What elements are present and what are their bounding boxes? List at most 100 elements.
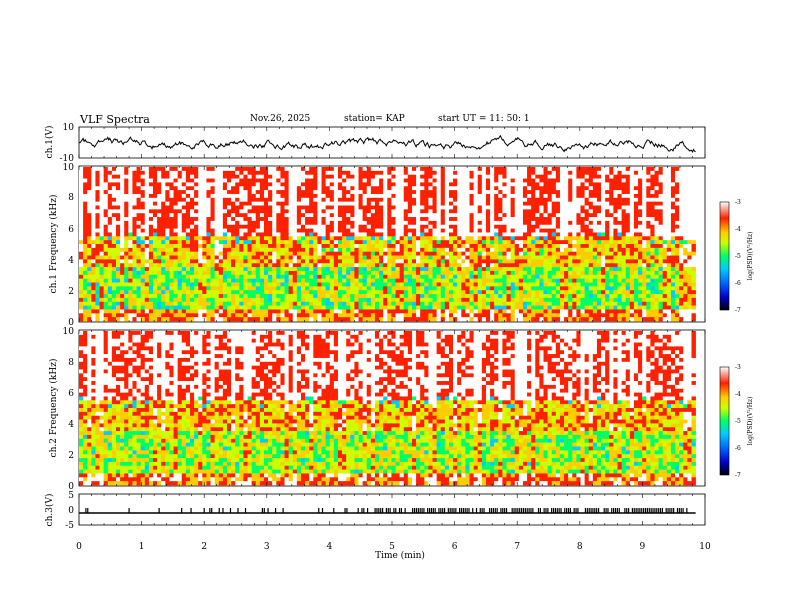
spectrogram-cell [218, 182, 224, 187]
spectrogram-cell [305, 263, 310, 268]
spectrogram-cell [309, 217, 314, 222]
spectrogram-cell [506, 209, 511, 214]
spectrogram-cell [391, 232, 396, 237]
spectrogram-cell [333, 232, 339, 237]
spectrogram-cell [568, 294, 573, 299]
spectrogram-cell [296, 205, 302, 210]
spectrogram-cell [132, 240, 137, 245]
spectrogram-cell [498, 240, 503, 245]
spectrogram-cell [136, 313, 141, 318]
spectrogram-cell [370, 278, 376, 283]
spectrogram-cell [83, 236, 88, 241]
spectrogram-cell [453, 270, 458, 276]
spectrogram-cell [506, 251, 511, 256]
spectrogram-cell [502, 205, 507, 210]
spectrogram-cell [420, 170, 425, 175]
spectrogram-cell [379, 278, 384, 283]
spectrogram-cell [313, 297, 318, 303]
spectrogram-cell [374, 224, 380, 229]
spectrogram-cell [564, 174, 569, 179]
spectrogram-cell [543, 232, 548, 237]
spectrogram-cell [333, 190, 339, 195]
spectrogram-cell [91, 240, 96, 245]
spectrogram-cell [391, 259, 396, 264]
spectrogram-cell [235, 286, 240, 291]
spectrogram-cell [572, 201, 577, 206]
spectrogram-cell [239, 278, 244, 283]
spectrogram-cell [152, 244, 158, 249]
spectrogram-cell [391, 213, 396, 218]
spectrogram-cell [300, 186, 306, 191]
spectrogram-cell [559, 286, 565, 291]
spectrogram-cell [547, 232, 553, 237]
spectrogram-cell [428, 270, 433, 276]
spectrogram-cell [564, 170, 569, 175]
spectrogram-cell [481, 224, 487, 229]
spectrogram-cell [440, 278, 446, 283]
spectrogram-cell [366, 294, 372, 299]
spectrogram-cell [354, 220, 359, 226]
spectrogram-cell [177, 228, 183, 233]
spectrogram-cell [198, 317, 203, 322]
spectrogram-cell [189, 305, 195, 310]
spectrogram-cell [124, 294, 129, 299]
spectrogram-cell [477, 236, 483, 241]
spectrogram-cell [531, 209, 536, 214]
spectrogram-cell [333, 170, 339, 175]
spectrogram-cell [83, 278, 88, 283]
spectrogram-cell [374, 167, 380, 172]
spectrogram-cell [280, 193, 285, 199]
spectrogram-cell [498, 174, 503, 179]
spectrogram-cell [79, 282, 84, 287]
spectrogram-cell [288, 274, 294, 279]
spectrogram-cell [83, 240, 88, 245]
spectrogram-cell [313, 263, 318, 268]
spectrogram-cell [169, 294, 174, 299]
spectrogram-cell [374, 313, 380, 318]
spectrogram-cell [539, 301, 544, 306]
spectrogram-cell [457, 186, 462, 191]
spectrogram-cell [374, 282, 380, 287]
spectrogram-cell [111, 309, 117, 314]
spectrogram-cell [185, 317, 191, 322]
spectrogram-cell [329, 209, 335, 214]
spectrogram-cell [263, 193, 269, 199]
spectrogram-cell [161, 232, 166, 237]
spectrogram-cell [399, 170, 405, 175]
spectrogram-cell [202, 247, 207, 252]
spectrogram-cell [551, 294, 557, 299]
spectrogram-cell [181, 317, 187, 322]
spectrogram-cell [157, 313, 162, 318]
spectrogram-cell [231, 240, 236, 245]
spectrogram-cell [222, 167, 228, 172]
spectrogram-cell [103, 247, 109, 252]
spectrogram-cell [477, 213, 483, 218]
spectrogram-cell [407, 197, 413, 202]
spectrogram-cell [231, 201, 236, 206]
spectrogram-cell [354, 178, 359, 183]
spectrogram-cell [206, 186, 211, 191]
spectrogram-cell [354, 278, 359, 283]
spectrogram-cell [559, 305, 565, 310]
spectrogram-cell [194, 240, 199, 245]
spectrogram-cell [214, 201, 220, 206]
spectrogram-cell [140, 282, 146, 287]
spectrogram-cell [288, 232, 294, 237]
spectrogram-cell [296, 178, 302, 183]
spectrogram-cell [194, 228, 199, 233]
spectrogram-cell [305, 294, 310, 299]
spectrogram-cell [136, 267, 141, 272]
spectrogram-cell [259, 190, 265, 195]
spectrogram-cell [189, 274, 195, 279]
spectrogram-cell [522, 190, 528, 195]
spectrogram-cell [399, 251, 405, 256]
spectrogram-cell [157, 236, 162, 241]
spectrogram-cell [210, 178, 215, 183]
spectrogram-cell [403, 201, 409, 206]
spectrogram-cell [317, 278, 322, 283]
spectrogram-cell [411, 182, 417, 187]
spectrogram-cell [83, 297, 88, 303]
spectrogram-cell [79, 240, 84, 245]
spectrogram-cell [198, 236, 203, 241]
spectrogram-cell [255, 244, 261, 249]
